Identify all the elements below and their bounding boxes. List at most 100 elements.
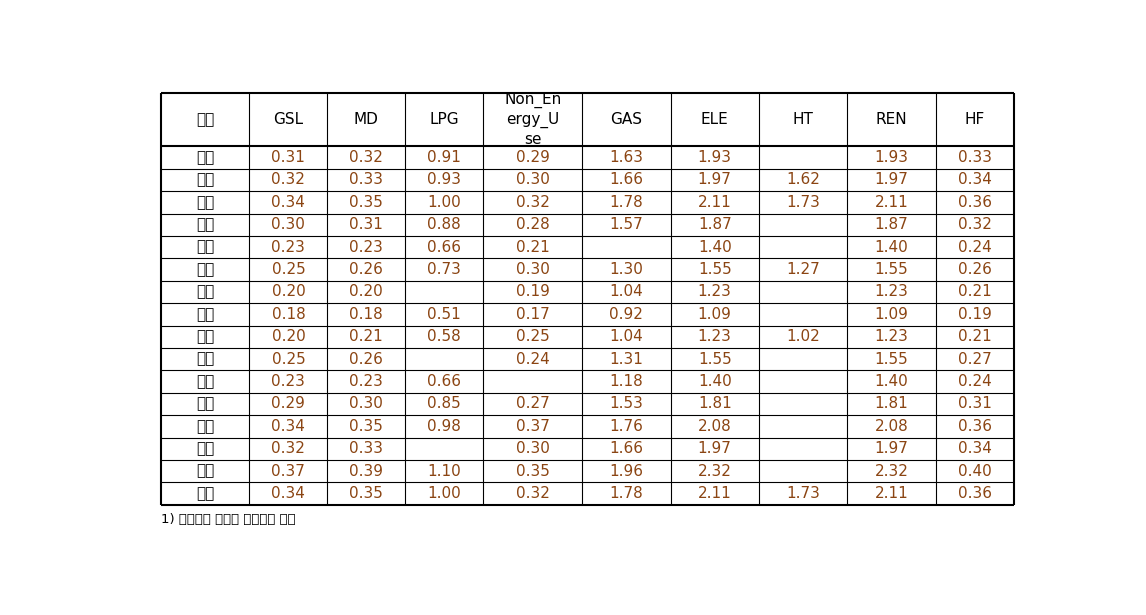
Text: 1.23: 1.23 xyxy=(874,284,909,300)
Text: 1.93: 1.93 xyxy=(874,150,909,165)
Text: 1.55: 1.55 xyxy=(874,262,909,277)
Text: 2.32: 2.32 xyxy=(698,464,731,478)
Text: 대구: 대구 xyxy=(196,262,214,277)
Text: 경남: 경남 xyxy=(196,195,214,210)
Text: 0.23: 0.23 xyxy=(350,374,383,389)
Text: 2.11: 2.11 xyxy=(698,195,731,210)
Text: HT: HT xyxy=(793,112,814,127)
Text: 0.58: 0.58 xyxy=(427,329,461,344)
Text: 0.32: 0.32 xyxy=(958,217,991,232)
Text: 0.35: 0.35 xyxy=(350,195,383,210)
Text: 0.21: 0.21 xyxy=(958,329,991,344)
Text: REN: REN xyxy=(876,112,908,127)
Text: 0.18: 0.18 xyxy=(350,307,383,322)
Text: 0.25: 0.25 xyxy=(272,352,305,367)
Text: 1.87: 1.87 xyxy=(698,217,731,232)
Text: 0.39: 0.39 xyxy=(350,464,384,478)
Text: 제주: 제주 xyxy=(196,441,214,456)
Text: MD: MD xyxy=(354,112,379,127)
Text: 0.66: 0.66 xyxy=(427,240,462,255)
Text: 1.78: 1.78 xyxy=(610,486,643,501)
Text: 대전: 대전 xyxy=(196,284,214,300)
Text: 0.35: 0.35 xyxy=(350,486,383,501)
Text: 1.00: 1.00 xyxy=(427,486,461,501)
Text: 0.36: 0.36 xyxy=(958,195,991,210)
Text: 1.09: 1.09 xyxy=(874,307,909,322)
Text: 0.98: 0.98 xyxy=(427,419,462,434)
Text: 1.53: 1.53 xyxy=(610,397,643,411)
Text: 광주: 광주 xyxy=(196,240,214,255)
Text: 0.36: 0.36 xyxy=(958,419,991,434)
Text: 0.34: 0.34 xyxy=(958,172,991,188)
Text: GSL: GSL xyxy=(274,112,304,127)
Text: 1.57: 1.57 xyxy=(610,217,643,232)
Text: 1.40: 1.40 xyxy=(698,374,731,389)
Text: 1.97: 1.97 xyxy=(698,441,731,456)
Text: 1.73: 1.73 xyxy=(786,195,821,210)
Text: 1.30: 1.30 xyxy=(610,262,643,277)
Text: 경기: 경기 xyxy=(196,172,214,188)
Text: 1.04: 1.04 xyxy=(610,284,643,300)
Text: 인천: 인천 xyxy=(196,374,214,389)
Text: 0.30: 0.30 xyxy=(516,262,550,277)
Text: 서울: 서울 xyxy=(196,329,214,344)
Text: 0.34: 0.34 xyxy=(958,441,991,456)
Text: 0.29: 0.29 xyxy=(516,150,550,165)
Text: 0.88: 0.88 xyxy=(427,217,461,232)
Text: 1.04: 1.04 xyxy=(610,329,643,344)
Text: 1.27: 1.27 xyxy=(786,262,819,277)
Text: 0.24: 0.24 xyxy=(958,374,991,389)
Text: 부산: 부산 xyxy=(196,307,214,322)
Text: 0.37: 0.37 xyxy=(516,419,550,434)
Text: 1.23: 1.23 xyxy=(874,329,909,344)
Text: 0.40: 0.40 xyxy=(958,464,991,478)
Text: 0.20: 0.20 xyxy=(350,284,383,300)
Text: 울산: 울산 xyxy=(196,352,214,367)
Text: 1.02: 1.02 xyxy=(786,329,819,344)
Text: 0.33: 0.33 xyxy=(350,172,384,188)
Text: 1.40: 1.40 xyxy=(874,240,909,255)
Text: 전북: 전북 xyxy=(196,419,214,434)
Text: 1.55: 1.55 xyxy=(698,262,731,277)
Text: 전남: 전남 xyxy=(196,397,214,411)
Text: 1.00: 1.00 xyxy=(427,195,461,210)
Text: 0.19: 0.19 xyxy=(516,284,550,300)
Text: 0.34: 0.34 xyxy=(272,195,305,210)
Text: Non_En
ergy_U
se: Non_En ergy_U se xyxy=(504,92,562,147)
Text: 0.19: 0.19 xyxy=(958,307,991,322)
Text: 1.09: 1.09 xyxy=(698,307,731,322)
Text: 0.23: 0.23 xyxy=(350,240,383,255)
Text: 2.08: 2.08 xyxy=(874,419,909,434)
Text: 0.30: 0.30 xyxy=(516,172,550,188)
Text: 1.78: 1.78 xyxy=(610,195,643,210)
Text: 0.34: 0.34 xyxy=(272,419,305,434)
Text: 0.21: 0.21 xyxy=(350,329,383,344)
Text: 0.91: 0.91 xyxy=(427,150,462,165)
Text: 0.21: 0.21 xyxy=(516,240,550,255)
Text: 1) 지자체별 자동차 등록대수 추이: 1) 지자체별 자동차 등록대수 추이 xyxy=(160,514,296,526)
Text: 1.66: 1.66 xyxy=(610,172,643,188)
Text: 0.17: 0.17 xyxy=(516,307,550,322)
Text: 1.10: 1.10 xyxy=(427,464,461,478)
Text: 0.93: 0.93 xyxy=(427,172,462,188)
Text: 지역: 지역 xyxy=(196,112,214,127)
Text: 0.51: 0.51 xyxy=(427,307,461,322)
Text: 0.24: 0.24 xyxy=(516,352,550,367)
Text: 0.27: 0.27 xyxy=(958,352,991,367)
Text: 0.32: 0.32 xyxy=(272,172,305,188)
Text: 1.87: 1.87 xyxy=(874,217,909,232)
Text: 1.76: 1.76 xyxy=(610,419,643,434)
Text: 2.11: 2.11 xyxy=(698,486,731,501)
Text: 0.31: 0.31 xyxy=(350,217,383,232)
Text: 강원: 강원 xyxy=(196,150,214,165)
Text: 1.31: 1.31 xyxy=(610,352,643,367)
Text: 0.32: 0.32 xyxy=(272,441,305,456)
Text: 1.73: 1.73 xyxy=(786,486,821,501)
Text: 충남: 충남 xyxy=(196,464,214,478)
Text: 0.31: 0.31 xyxy=(958,397,991,411)
Text: 1.97: 1.97 xyxy=(874,441,909,456)
Text: 0.35: 0.35 xyxy=(350,419,383,434)
Text: ELE: ELE xyxy=(701,112,729,127)
Text: 0.32: 0.32 xyxy=(516,486,550,501)
Text: 1.81: 1.81 xyxy=(874,397,909,411)
